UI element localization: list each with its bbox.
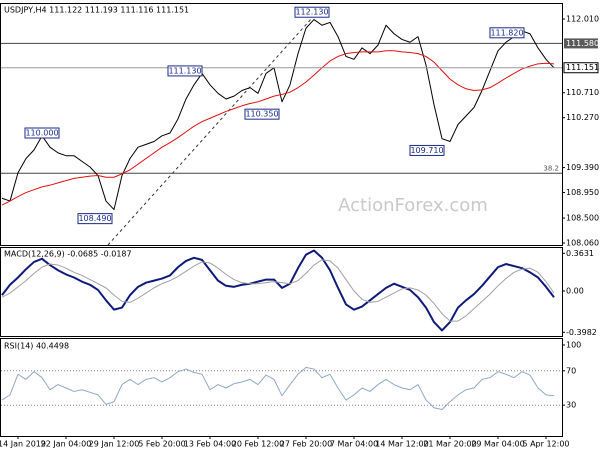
x-tick-label: 13 Feb 04:00 (184, 440, 236, 449)
x-tick-label: 20 Feb 12:00 (232, 440, 284, 449)
annotation-box (24, 127, 60, 139)
x-tick-label: 5 Feb 20:00 (138, 440, 185, 449)
annotation-box (77, 213, 113, 225)
y-tick-label: -0.3982 (566, 328, 597, 337)
annotation-label: 111.820 (490, 28, 523, 37)
annotation-label: 108.490 (78, 214, 111, 223)
annotation-label: 111.130 (168, 66, 201, 75)
y-tick-label: 108.060 (566, 239, 599, 248)
macd-panel (0, 247, 563, 337)
y-tick-label: 110.270 (566, 113, 599, 122)
y-tick-label: 30 (566, 401, 576, 410)
y-tick-label: 108.950 (566, 188, 599, 197)
price-panel (0, 3, 563, 246)
rsi-title: RSI(14) 40.4498 (4, 342, 69, 351)
x-tick-label: 7 Mar 04:00 (330, 440, 378, 449)
y-tick-label: 109.390 (566, 163, 599, 172)
trend-line (107, 17, 313, 246)
annotation-label: 110.350 (245, 110, 278, 119)
x-tick-label: 29 Mar 04:00 (471, 440, 524, 449)
x-tick-label: 29 Jan 12:00 (89, 440, 140, 449)
last-price-label: 111.151 (566, 63, 599, 72)
x-tick-label: 14 Jan 2019 (0, 440, 46, 449)
annotation-box (244, 108, 280, 120)
x-tick-label: 14 Mar 12:00 (375, 440, 428, 449)
annotation-label: 109.710 (410, 146, 443, 155)
annotation-box (409, 144, 445, 156)
y-tick-label: 110.710 (566, 88, 599, 97)
x-tick-label: 5 Apr 12:00 (522, 440, 569, 449)
macd-title: MACD(12,26,9) -0.0685 -0.0187 (4, 250, 132, 259)
retracement-label: 38.2 (543, 164, 559, 172)
x-tick-label: 27 Feb 20:00 (280, 440, 332, 449)
y-tick-label: 112.010 (566, 15, 599, 24)
y-tick-label: 100 (566, 341, 581, 350)
x-tick-label: 21 Mar 20:00 (423, 440, 476, 449)
level-box (564, 38, 598, 49)
x-tick-label: 22 Jan 04:00 (41, 440, 92, 449)
annotation-box (167, 65, 203, 77)
series-line (1, 19, 555, 211)
y-tick-label: 0.3631 (566, 249, 594, 258)
rsi-panel (0, 338, 563, 437)
annotation-box (489, 27, 525, 39)
last-price-box (563, 62, 599, 74)
y-tick-label: 108.500 (566, 214, 599, 223)
series-line (1, 259, 555, 322)
annotation-box (294, 6, 330, 18)
series-line (1, 249, 555, 332)
series-line (1, 366, 555, 410)
y-tick-label: 70 (566, 366, 576, 375)
annotation-label: 112.130 (295, 8, 328, 17)
annotation-label: 110.000 (25, 129, 58, 138)
level-label: 111.580 (566, 39, 599, 48)
series-line (1, 50, 555, 206)
watermark: ActionForex.com (338, 195, 488, 216)
price-title: USDJPY,H4 111.122 111.193 111.116 111.15… (4, 6, 189, 15)
y-tick-label: 0.00 (566, 286, 584, 295)
